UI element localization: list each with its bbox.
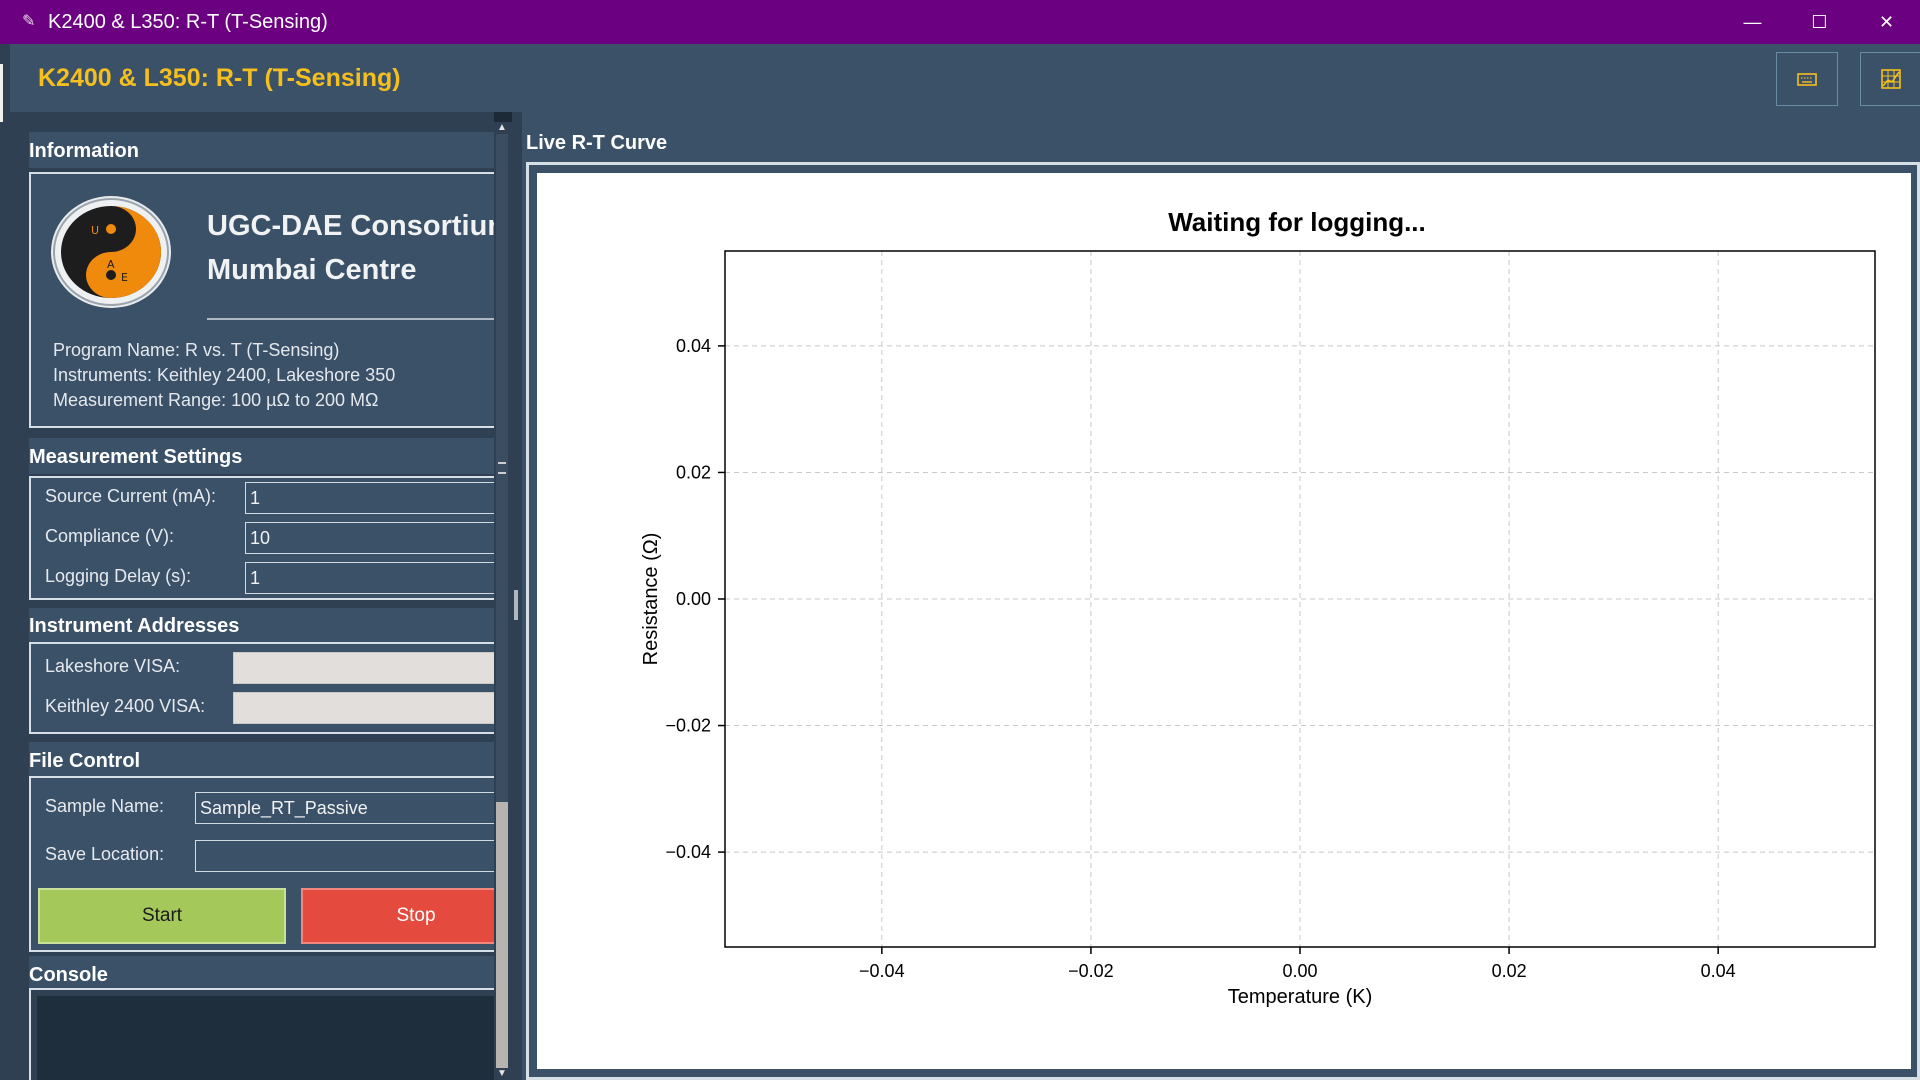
instrument-addresses-box: Lakeshore VISA: Keithley 2400 VISA: (29, 642, 494, 734)
keyboard-button[interactable] (1776, 52, 1838, 106)
plot-canvas[interactable]: Waiting for logging... −0.04 −0.02 0.00 0.0… (537, 173, 1911, 1069)
app-title: K2400 & L350: R-T (T-Sensing) (38, 64, 401, 92)
live-curve-title: Live R-T Curve (526, 132, 668, 154)
app-header: K2400 & L350: R-T (T-Sensing) (10, 44, 1920, 112)
maximize-button[interactable]: ☐ (1811, 11, 1828, 32)
x-tick-label: −0.02 (1068, 961, 1114, 981)
svg-text:E: E (121, 271, 128, 284)
window-left-edge (0, 44, 10, 1080)
instruments-text: Instruments: Keithley 2400, Lakeshore 35… (53, 365, 396, 385)
org-name-line1: UGC-DAE Consortium (207, 210, 494, 242)
source-current-input[interactable]: 1 (245, 482, 494, 514)
sample-name-input[interactable]: Sample_RT_Passive (195, 792, 494, 824)
y-ticks: 0.04 0.02 0.00 −0.02 −0.04 (665, 336, 725, 862)
y-tick-label: −0.04 (665, 842, 711, 862)
svg-text:D: D (91, 271, 99, 284)
plot-frame: Waiting for logging... −0.04 −0.02 0.00 0.0… (526, 162, 1920, 1080)
panel-splitter[interactable] (512, 112, 522, 1080)
compliance-input[interactable]: 10 (245, 522, 494, 554)
instrument-addresses-title: Instrument Addresses (29, 615, 240, 637)
x-tick-label: 0.02 (1492, 961, 1527, 981)
logging-delay-input[interactable]: 1 (245, 562, 494, 594)
program-name-text: Program Name: R vs. T (T-Sensing) (53, 340, 340, 360)
chart-grid (725, 251, 1875, 947)
minimize-button[interactable]: — (1743, 11, 1762, 32)
source-current-label: Source Current (mA): (45, 486, 217, 506)
sample-name-label: Sample Name: (45, 796, 165, 816)
close-button[interactable]: ✕ (1878, 11, 1895, 32)
save-location-input[interactable] (195, 840, 494, 872)
x-tick-label: 0.04 (1701, 961, 1736, 981)
y-axis-label: Resistance (Ω) (640, 533, 662, 666)
keyboard-icon (1797, 73, 1817, 86)
console-output[interactable] (37, 996, 494, 1080)
window-title: K2400 & L350: R-T (T-Sensing) (48, 10, 328, 33)
information-box: G U C A D E UGC-DAE Consortium Mumbai Ce… (29, 172, 494, 428)
svg-text:C: C (121, 224, 129, 237)
start-button[interactable]: Start (38, 888, 286, 944)
lakeshore-visa-input[interactable] (233, 652, 494, 684)
svg-text:G: G (109, 212, 118, 225)
x-tick-label: 0.00 (1282, 961, 1317, 981)
lakeshore-visa-label: Lakeshore VISA: (45, 656, 181, 676)
file-control-box: Sample Name: Sample_RT_Passive Save Loca… (29, 776, 494, 952)
y-tick-label: 0.04 (676, 336, 711, 356)
x-axis-label: Temperature (K) (1228, 986, 1373, 1008)
file-control-title: File Control (29, 750, 141, 772)
window-titlebar: ✎ K2400 & L350: R-T (T-Sensing) — ☐ ✕ (0, 0, 1920, 44)
x-tick-label: −0.04 (859, 961, 905, 981)
keithley-visa-label: Keithley 2400 VISA: (45, 696, 206, 716)
info-divider (207, 318, 494, 320)
org-name-line2: Mumbai Centre (207, 254, 417, 286)
information-title: Information (29, 140, 139, 162)
rt-chart: Waiting for logging... −0.04 −0.02 0.00 0.0… (640, 207, 1876, 1008)
live-curve-panel: Live R-T Curve Waiting for logging... −0… (522, 112, 1920, 1080)
chart-grid-icon (1881, 69, 1901, 89)
console-title: Console (29, 964, 108, 986)
control-panel-scrollbar[interactable]: ▲ ▼ (494, 122, 512, 1080)
console-box (29, 988, 494, 1080)
scroll-grip (498, 462, 506, 474)
stop-button[interactable]: Stop (301, 888, 494, 944)
scroll-thumb[interactable] (496, 802, 508, 1068)
svg-text:U: U (91, 224, 99, 237)
save-location-label: Save Location: (45, 844, 165, 864)
scroll-up-icon[interactable]: ▲ (497, 122, 507, 133)
measurement-settings-box: Source Current (mA): 1 Compliance (V): 1… (29, 476, 494, 600)
keithley-visa-input[interactable] (233, 692, 494, 724)
svg-text:A: A (107, 258, 115, 271)
ugc-dae-logo: G U C A D E (51, 196, 171, 308)
logging-delay-label: Logging Delay (s): (45, 566, 192, 586)
app-feather-icon: ✎ (22, 13, 36, 30)
chart-title: Waiting for logging... (1168, 207, 1426, 237)
scroll-down-icon[interactable]: ▼ (497, 1068, 507, 1079)
control-panel: Information G U C A D E UGC-DAE Consorti… (10, 112, 494, 1080)
chart-settings-button[interactable] (1860, 52, 1920, 106)
measurement-range-text: Measurement Range: 100 µΩ to 200 MΩ (53, 390, 379, 410)
y-tick-label: 0.02 (676, 462, 711, 482)
y-tick-label: 0.00 (676, 589, 711, 609)
x-ticks: −0.04 −0.02 0.00 0.02 0.04 (859, 947, 1736, 981)
measurement-settings-title: Measurement Settings (29, 446, 243, 468)
y-tick-label: −0.02 (665, 716, 711, 736)
compliance-label: Compliance (V): (45, 526, 175, 546)
